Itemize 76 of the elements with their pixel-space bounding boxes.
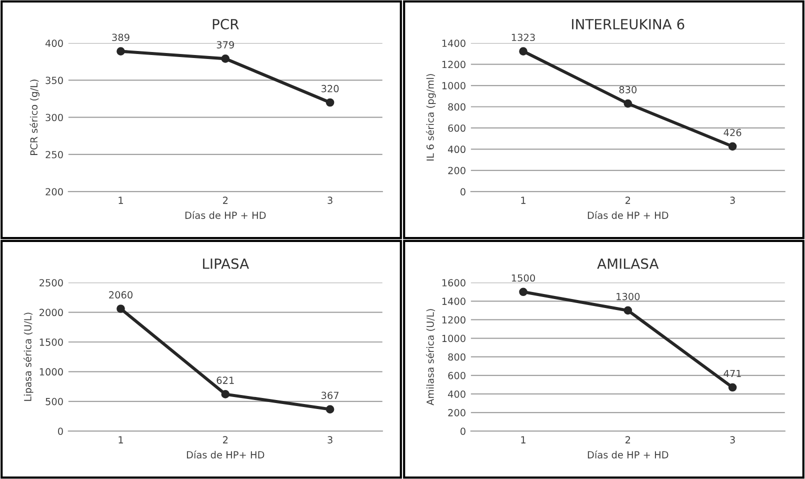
y-tick-label: 800: [448, 353, 466, 361]
data-label: 389: [112, 34, 130, 42]
y-axis-title: Amilasa sérica (U/L): [426, 309, 436, 406]
data-label: 1500: [512, 274, 535, 282]
x-axis-title: Días de HP + HD: [588, 450, 668, 458]
data-label: 471: [724, 370, 741, 378]
y-tick-label: 2500: [40, 279, 63, 286]
y-tick-label: 200: [448, 409, 466, 416]
chart-title: INTERLEUKINA 6: [572, 18, 684, 30]
data-label: 1300: [616, 292, 640, 300]
point: [519, 47, 528, 56]
chart-title: LIPASA: [203, 258, 249, 269]
point: [221, 390, 230, 398]
point: [326, 98, 334, 107]
data-label: 2060: [109, 291, 132, 299]
chart-title: PCR: [212, 18, 239, 30]
x-tick-label: 2: [223, 196, 228, 204]
data-label: 1323: [512, 34, 535, 42]
y-tick-label: 600: [448, 372, 466, 380]
x-tick-label: 3: [328, 436, 332, 444]
data-label: 379: [216, 41, 234, 48]
x-tick-label: 3: [730, 436, 735, 444]
x-tick-label: 3: [730, 196, 735, 204]
x-axis-title: Días de HP+ HD: [186, 450, 264, 458]
point: [728, 383, 737, 392]
x-tick-label: 2: [626, 436, 630, 444]
point: [624, 99, 632, 108]
y-tick-label: 1600: [442, 279, 466, 286]
y-tick-label: 1500: [40, 338, 63, 346]
y-tick-label: 0: [58, 428, 63, 435]
y-tick-label: 1200: [442, 60, 466, 68]
y-tick-label: 250: [46, 150, 63, 158]
y-tick-label: 1000: [442, 334, 466, 342]
y-tick-label: 2000: [40, 308, 63, 316]
x-tick-label: 1: [118, 196, 123, 204]
point: [116, 304, 125, 313]
x-tick-label: 2: [223, 436, 228, 444]
y-tick-label: 0: [460, 428, 466, 435]
point: [728, 142, 737, 151]
y-tick-label: 300: [46, 114, 63, 122]
x-axis-title: Días de HP + HD: [185, 211, 266, 219]
y-axis-title: PCR sérico (g/L): [30, 80, 40, 155]
x-tick-label: 1: [118, 436, 123, 444]
point: [116, 47, 125, 56]
y-tick-label: 1400: [442, 40, 466, 47]
x-axis-title: Días de HP + HD: [588, 211, 668, 219]
y-tick-label: 400: [45, 40, 63, 47]
y-tick-label: 400: [448, 390, 466, 398]
y-tick-label: 200: [448, 166, 466, 174]
x-tick-label: 1: [521, 196, 526, 204]
y-tick-label: 1400: [442, 298, 466, 306]
point: [326, 405, 334, 414]
point: [519, 288, 528, 296]
point: [221, 54, 230, 63]
x-tick-label: 3: [328, 196, 332, 204]
data-label: 426: [724, 128, 742, 136]
y-tick-label: 350: [46, 76, 63, 84]
y-tick-label: 600: [448, 124, 466, 132]
data-label: 621: [216, 376, 234, 384]
y-tick-label: 800: [448, 103, 466, 111]
x-tick-label: 1: [521, 436, 526, 444]
point: [624, 306, 632, 315]
data-label: 320: [322, 84, 339, 92]
y-tick-label: 200: [46, 188, 63, 196]
y-axis-title: IL 6 sérica (pg/ml): [426, 74, 436, 160]
y-tick-label: 500: [46, 398, 63, 406]
y-tick-label: 400: [448, 146, 466, 154]
x-tick-label: 2: [626, 196, 630, 204]
y-tick-label: 1200: [442, 316, 466, 324]
data-label: 830: [619, 86, 637, 94]
data-label: 367: [322, 392, 338, 400]
y-tick-label: 0: [460, 188, 466, 196]
y-tick-label: 1000: [40, 368, 63, 376]
chart-title: AMILASA: [597, 258, 659, 269]
y-tick-label: 1000: [442, 82, 466, 90]
y-axis-title: Lipasa sérica (U/L): [23, 312, 34, 401]
